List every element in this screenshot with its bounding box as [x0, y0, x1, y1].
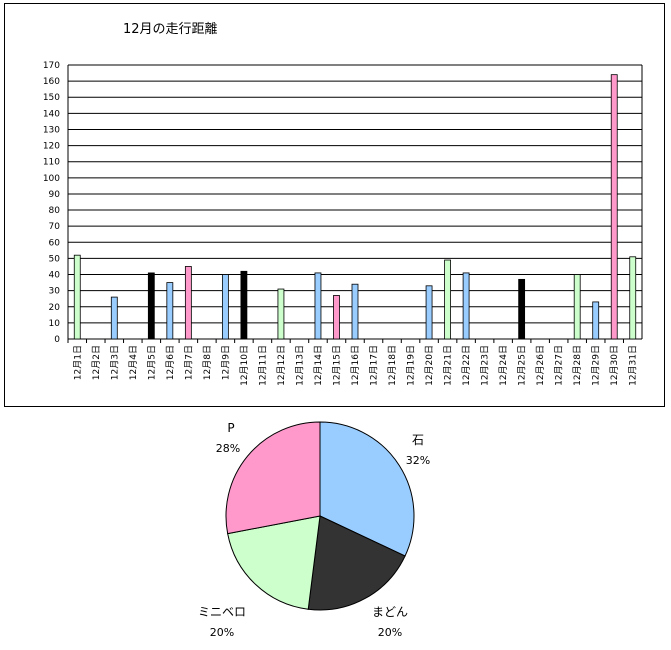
bar: [518, 278, 526, 340]
bar-chart-panel: 12月の走行距離: [4, 3, 665, 407]
bar: [221, 274, 229, 340]
x-tick-label: 12月16日: [350, 345, 361, 386]
x-tick-label: 12月27日: [554, 345, 565, 386]
bar: [314, 272, 322, 340]
y-tick-label: 120: [43, 142, 60, 152]
pie-slice-label: P: [227, 421, 234, 435]
bar: [147, 272, 155, 340]
x-tick-label: 12月9日: [220, 345, 231, 380]
y-tick-label: 150: [43, 93, 60, 103]
y-tick-label: 30: [49, 287, 61, 297]
bar: [333, 295, 340, 340]
bar: [240, 270, 248, 340]
pie-slice: [319, 421, 415, 557]
x-tick-label: 12月17日: [369, 345, 380, 386]
y-tick-label: 10: [49, 319, 61, 329]
x-tick-label: 12月15日: [331, 345, 342, 386]
x-tick-label: 12月31日: [628, 345, 639, 386]
y-tick-label: 160: [43, 77, 60, 87]
y-tick-label: 20: [49, 303, 61, 313]
x-tick-label: 12月5日: [146, 345, 157, 380]
pie-chart: 石 32% まどん 20% ミニベロ 20% P 28%: [198, 421, 430, 639]
pie-slice-label: 石: [412, 433, 424, 447]
bar-chart-title: 12月の走行距離: [123, 22, 218, 37]
bar: [629, 256, 637, 340]
bar: [573, 274, 581, 340]
y-tick-label: 90: [49, 190, 61, 200]
bar: [351, 283, 359, 340]
bar: [73, 254, 81, 340]
bar: [110, 296, 118, 340]
x-tick-label: 12月12日: [276, 345, 287, 386]
x-tick-label: 12月22日: [461, 345, 472, 386]
pie-slice-percent: 20%: [378, 626, 402, 639]
x-tick-label: 12月4日: [128, 345, 139, 380]
x-tick-label: 12月19日: [406, 345, 417, 386]
pie-slice-label: ミニベロ: [198, 605, 246, 619]
bar: [592, 301, 600, 340]
y-tick-label: 50: [49, 254, 61, 264]
y-tick-label: 100: [43, 174, 60, 184]
x-tick-label: 12月10日: [239, 345, 250, 386]
bar: [184, 266, 192, 340]
bar: [425, 285, 433, 340]
x-tick-label: 12月29日: [591, 345, 602, 386]
x-tick-label: 12月8日: [202, 345, 213, 380]
bar: [277, 288, 285, 340]
x-tick-label: 12月21日: [443, 345, 454, 386]
pie-slice-percent: 32%: [406, 454, 430, 467]
y-tick-label: 170: [43, 61, 60, 71]
pie-slice: [227, 515, 321, 610]
bar: [444, 259, 451, 340]
x-tick-label: 12月2日: [91, 345, 102, 380]
x-tick-label: 12月24日: [498, 345, 509, 386]
y-tick-label: 130: [43, 125, 60, 135]
x-tick-label: 12月14日: [313, 345, 324, 386]
y-tick-label: 70: [49, 222, 61, 232]
x-tick-label: 12月18日: [387, 345, 398, 386]
y-tick-label: 110: [43, 158, 60, 168]
x-tick-label: 12月30日: [609, 345, 620, 386]
bar: [610, 74, 618, 340]
y-tick-label: 0: [54, 335, 60, 345]
bar-chart: 0 10 20 30 40 50 60 70 80 90 100 110 120 130 140 150 160…: [43, 61, 643, 386]
y-tick-label: 40: [49, 271, 61, 281]
x-tick-label: 12月13日: [294, 345, 305, 386]
pie-slice-percent: 28%: [216, 442, 240, 455]
y-tick-label: 140: [43, 109, 60, 119]
x-tick-label: 12月28日: [572, 345, 583, 386]
x-tick-label: 12月6日: [165, 345, 176, 380]
pie-slice: [307, 515, 406, 611]
x-tick-label: 12月20日: [424, 345, 435, 386]
pie-slice: [225, 421, 321, 535]
pie-slice-percent: 20%: [210, 626, 234, 639]
y-tick-label: 60: [49, 238, 61, 248]
x-tick-label: 12月11日: [257, 345, 268, 386]
x-tick-label: 12月23日: [480, 345, 491, 386]
x-tick-label: 12月25日: [517, 345, 528, 386]
pie-slice-label: まどん: [372, 605, 408, 619]
x-tick-label: 12月7日: [183, 345, 194, 380]
x-tick-label: 12月26日: [535, 345, 546, 386]
bar: [166, 282, 174, 340]
y-tick-label: 80: [49, 206, 61, 216]
x-tick-label: 12月3日: [109, 345, 120, 380]
x-tick-label: 12月1日: [72, 345, 83, 380]
bar: [462, 272, 470, 340]
